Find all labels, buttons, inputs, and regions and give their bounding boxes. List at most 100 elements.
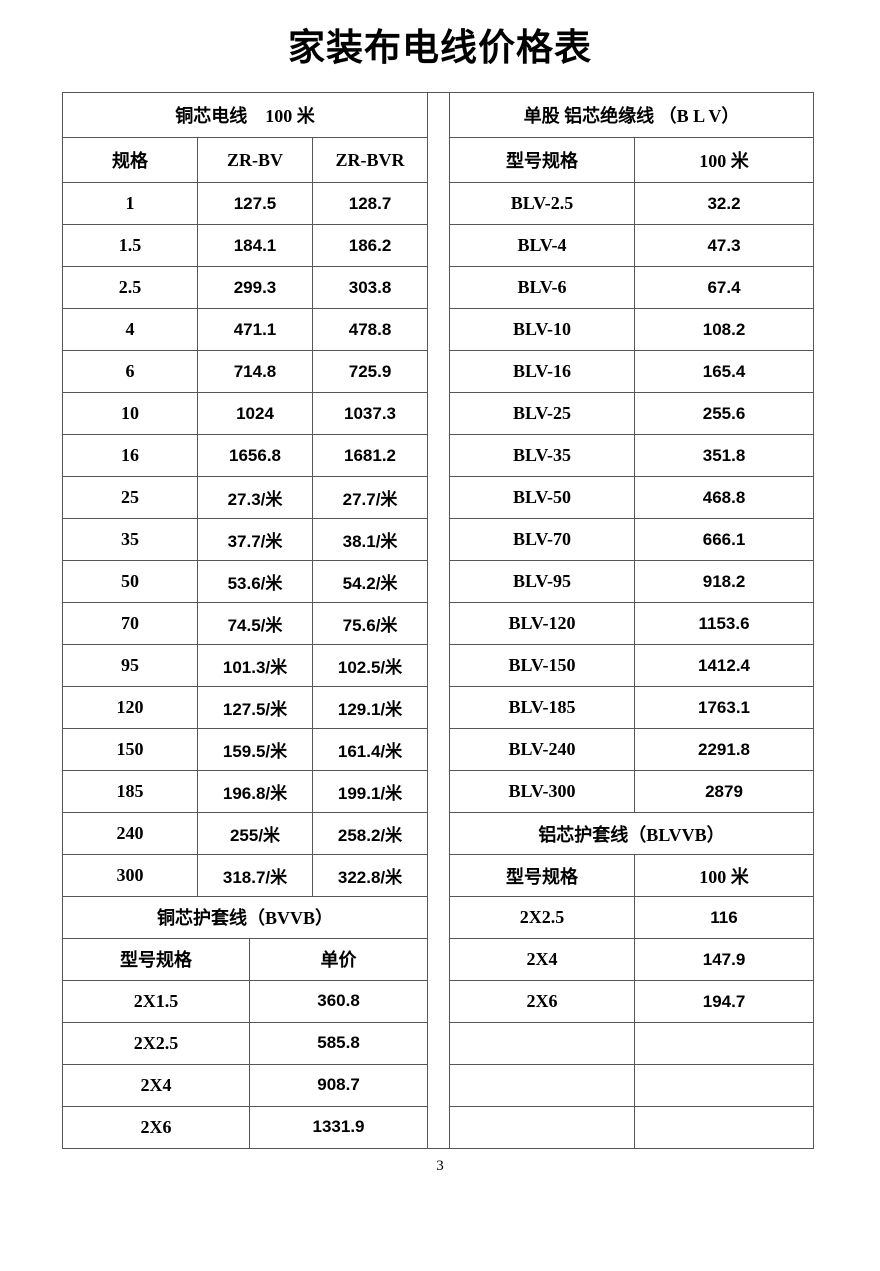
table-row: 1.5 184.1 186.2 <box>62 224 429 268</box>
table-section-header-row: 铜芯护套线（BVVB） <box>61 895 429 939</box>
table-cell: 16 <box>62 434 198 478</box>
table-cell: 468.8 <box>633 476 815 520</box>
column-header-100m: 100 米 <box>633 854 815 898</box>
table-cell: 127.5/米 <box>197 686 313 730</box>
table-row: 2X1.5 360.8 <box>62 979 429 1023</box>
table-cell <box>633 1064 815 1108</box>
copper-sheathed-wire-table: 铜芯护套线（BVVB） 型号规格 单价 2X1.5 360.8 2X2.5 585.8… <box>61 895 429 1149</box>
copper-core-wire-table: 铜芯电线 100 米 规格 ZR-BV ZR-BVR 1 127.5 128.7 1.… <box>61 92 429 898</box>
table-cell: 120 <box>62 686 198 730</box>
table-cell: BLV-10 <box>449 308 635 352</box>
table-row: 35 37.7/米 38.1/米 <box>62 518 429 562</box>
table-row: 95 101.3/米 102.5/米 <box>62 644 429 688</box>
table-cell: BLV-240 <box>449 728 635 772</box>
table-cell: 1.5 <box>62 224 198 268</box>
table-cell: 1763.1 <box>633 686 815 730</box>
table-row: 10 1024 1037.3 <box>62 392 429 436</box>
table-cell: 303.8 <box>311 266 429 310</box>
copper-wire-section-title: 铜芯电线 100 米 <box>61 92 429 139</box>
table-row: BLV-70 666.1 <box>449 518 815 562</box>
table-row: 1 127.5 128.7 <box>62 182 429 226</box>
table-gap-spacer <box>427 92 449 1150</box>
table-row: 2.5 299.3 303.8 <box>62 266 429 310</box>
table-cell: 127.5 <box>197 182 313 226</box>
table-cell: 25 <box>62 476 198 520</box>
page-number: 3 <box>436 1158 444 1175</box>
table-row: BLV-240 2291.8 <box>449 728 815 772</box>
table-cell: 1412.4 <box>633 644 815 688</box>
table-cell: 908.7 <box>248 1063 429 1107</box>
table-cell: 108.2 <box>633 308 815 352</box>
page-title: 家装布电线价格表 <box>288 28 592 69</box>
table-cell: BLV-6 <box>449 266 635 310</box>
table-cell: 186.2 <box>311 224 429 268</box>
table-row: BLV-2.5 32.2 <box>449 182 815 226</box>
aluminum-sheathed-header: 铝芯护套线（BLVVB） 型号规格 100 米 <box>448 812 815 898</box>
table-row: 25 27.3/米 27.7/米 <box>62 476 429 520</box>
table-row: BLV-50 468.8 <box>449 476 815 520</box>
table-cell: 194.7 <box>633 980 815 1024</box>
aluminum-insulated-wire-table: 单股 铝芯绝缘线 （B L V） 型号规格 100 米 BLV-2.5 32.2 B… <box>448 92 815 1150</box>
table-cell: 70 <box>62 602 198 646</box>
table-row: BLV-16 165.4 <box>449 350 815 394</box>
table-row <box>449 1064 815 1108</box>
table-cell: 75.6/米 <box>311 602 429 646</box>
table-row: BLV-35 351.8 <box>449 434 815 478</box>
table-row: BLV-6 67.4 <box>449 266 815 310</box>
table-cell: BLV-35 <box>449 434 635 478</box>
table-cell: 38.1/米 <box>311 518 429 562</box>
table-row: 240 255/米 258.2/米 <box>62 812 429 856</box>
table-cell: 240 <box>62 812 198 856</box>
table-cell: 2X2.5 <box>62 1021 250 1065</box>
table-row: 300 318.7/米 322.8/米 <box>62 854 429 898</box>
table-cell: 32.2 <box>633 182 815 226</box>
table-cell: 1153.6 <box>633 602 815 646</box>
table-cell: 53.6/米 <box>197 560 313 604</box>
table-row: 16 1656.8 1681.2 <box>62 434 429 478</box>
column-header-unit-price: 单价 <box>248 937 429 981</box>
table-cell: 360.8 <box>248 979 429 1023</box>
table-row: BLV-120 1153.6 <box>449 602 815 646</box>
table-row: 2X2.5 585.8 <box>62 1021 429 1065</box>
table-cell: 478.8 <box>311 308 429 352</box>
table-cell: 185 <box>62 770 198 814</box>
column-header-model-spec: 型号规格 <box>62 937 250 981</box>
table-cell: 299.3 <box>197 266 313 310</box>
table-column-header-row: 规格 ZR-BV ZR-BVR <box>62 137 429 184</box>
table-cell: 159.5/米 <box>197 728 313 772</box>
table-cell: 471.1 <box>197 308 313 352</box>
table-cell: 150 <box>62 728 198 772</box>
column-header-model-spec: 型号规格 <box>449 137 635 184</box>
table-cell: 1681.2 <box>311 434 429 478</box>
table-cell: 128.7 <box>311 182 429 226</box>
table-row <box>449 1022 815 1066</box>
table-row: 70 74.5/米 75.6/米 <box>62 602 429 646</box>
table-cell: 184.1 <box>197 224 313 268</box>
table-row: 4 471.1 478.8 <box>62 308 429 352</box>
table-cell: 35 <box>62 518 198 562</box>
table-cell: BLV-95 <box>449 560 635 604</box>
aluminum-wire-column: 单股 铝芯绝缘线 （B L V） 型号规格 100 米 BLV-2.5 32.2 B… <box>448 92 815 1150</box>
table-cell: 2X6 <box>62 1105 250 1149</box>
table-cell: 165.4 <box>633 350 815 394</box>
table-cell: 725.9 <box>311 350 429 394</box>
table-row: 120 127.5/米 129.1/米 <box>62 686 429 730</box>
table-section-header-row: 铝芯护套线（BLVVB） <box>448 812 815 856</box>
table-cell: BLV-4 <box>449 224 635 268</box>
table-cell: 666.1 <box>633 518 815 562</box>
table-row: 2X4 908.7 <box>62 1063 429 1107</box>
table-row: 2X6 194.7 <box>449 980 815 1024</box>
table-row: BLV-4 47.3 <box>449 224 815 268</box>
aluminum-insulated-section-title: 单股 铝芯绝缘线 （B L V） <box>448 92 815 139</box>
table-cell: 147.9 <box>633 938 815 982</box>
table-cell: 102.5/米 <box>311 644 429 688</box>
table-cell: 4 <box>62 308 198 352</box>
table-cell: 54.2/米 <box>311 560 429 604</box>
column-header-model-spec: 型号规格 <box>449 854 635 898</box>
table-cell: 27.3/米 <box>197 476 313 520</box>
table-cell: BLV-300 <box>449 770 635 814</box>
table-cell: 255.6 <box>633 392 815 436</box>
table-cell: 255/米 <box>197 812 313 856</box>
column-header-100m: 100 米 <box>633 137 815 184</box>
table-cell: 1037.3 <box>311 392 429 436</box>
